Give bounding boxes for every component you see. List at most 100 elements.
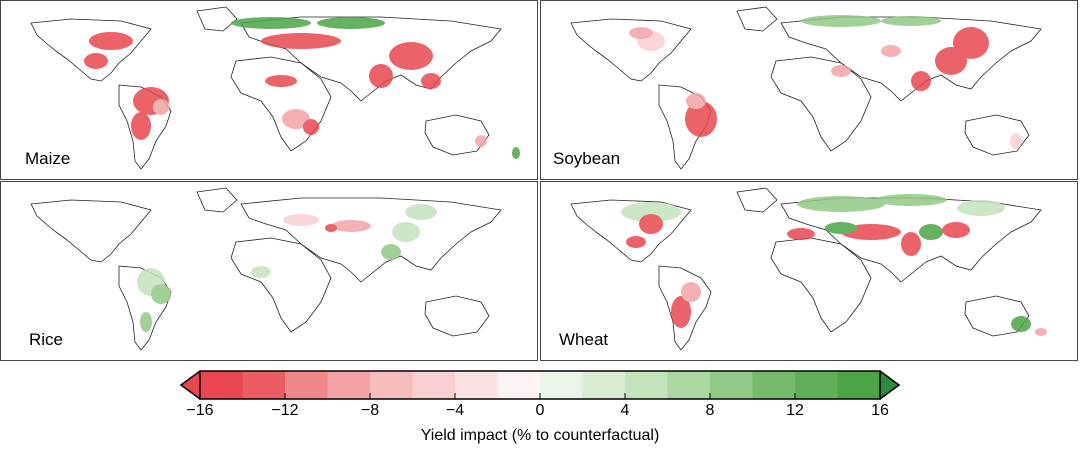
impact-patch bbox=[797, 196, 885, 212]
panel-label-soybean: Soybean bbox=[553, 149, 621, 168]
impact-patch bbox=[685, 101, 717, 137]
land-outline bbox=[736, 6, 778, 32]
impact-patch bbox=[331, 220, 371, 232]
impact-patch bbox=[405, 204, 437, 220]
impact-patch bbox=[639, 214, 663, 234]
colorbar-bin bbox=[837, 371, 881, 399]
colorbar-extend-low bbox=[180, 370, 201, 400]
colorbar-bin bbox=[285, 371, 328, 399]
colorbar bbox=[180, 370, 900, 400]
impact-patch bbox=[251, 266, 271, 278]
land-outline bbox=[424, 114, 490, 156]
impact-patch bbox=[283, 214, 319, 226]
colorbar-bin bbox=[752, 371, 796, 399]
impact-patch bbox=[686, 93, 706, 109]
impact-patch bbox=[626, 236, 646, 248]
tick-label: 16 bbox=[871, 402, 889, 419]
impact-layer bbox=[84, 17, 520, 159]
world-map-maize bbox=[30, 6, 520, 170]
map-panel-rice: Rice bbox=[0, 181, 538, 361]
impact-patch bbox=[901, 232, 921, 256]
colorbar-bin bbox=[200, 371, 243, 399]
impact-layer bbox=[621, 194, 1047, 336]
impact-patch bbox=[140, 312, 152, 332]
colorbar-bin bbox=[795, 371, 838, 399]
tick-label: −12 bbox=[271, 402, 299, 419]
land-outline bbox=[196, 6, 238, 32]
impact-patch bbox=[282, 109, 310, 129]
impact-patch bbox=[475, 135, 487, 147]
impact-patch bbox=[421, 73, 441, 89]
tick-label: −8 bbox=[360, 402, 380, 419]
impact-patch bbox=[942, 222, 970, 238]
map-panel-wheat: Wheat bbox=[540, 181, 1078, 361]
impact-patch bbox=[919, 224, 943, 240]
impact-patch bbox=[392, 222, 420, 242]
panel-label-maize: Maize bbox=[25, 149, 71, 168]
world-map-soybean bbox=[570, 6, 1042, 170]
impact-patch bbox=[381, 244, 401, 260]
land-outline bbox=[570, 18, 692, 82]
colorbar-bin bbox=[370, 371, 413, 399]
impact-patch bbox=[875, 194, 947, 206]
impact-patch bbox=[89, 32, 133, 50]
colorbar-bin bbox=[582, 371, 626, 399]
impact-patch bbox=[265, 75, 297, 87]
impact-patch bbox=[303, 119, 319, 135]
colorbar-bin bbox=[667, 371, 711, 399]
colorbar-bin bbox=[625, 371, 668, 399]
panel-label-rice: Rice bbox=[29, 330, 64, 349]
impact-patch bbox=[325, 224, 337, 232]
impact-patch bbox=[317, 17, 385, 29]
land-outline bbox=[230, 237, 332, 333]
colorbar-extend-high bbox=[879, 370, 900, 400]
impact-patch bbox=[369, 64, 393, 88]
world-map-wheat bbox=[570, 187, 1047, 351]
colorbar-title: Yield impact (% to counterfactual) bbox=[420, 427, 660, 444]
tick-label: 4 bbox=[620, 402, 630, 419]
impact-patch bbox=[261, 33, 341, 49]
panel-label-wheat: Wheat bbox=[559, 330, 609, 349]
impact-patch bbox=[231, 17, 311, 29]
impact-patch bbox=[935, 47, 967, 75]
colorbar-bin bbox=[540, 371, 583, 399]
impact-patch bbox=[621, 202, 681, 222]
tick-label: −4 bbox=[445, 402, 465, 419]
colorbar-bin bbox=[710, 371, 753, 399]
impact-patch bbox=[957, 200, 1005, 216]
colorbar-bin bbox=[242, 371, 286, 399]
land-outline bbox=[770, 237, 872, 333]
map-panel-soybean: Soybean bbox=[540, 0, 1078, 180]
impact-patch bbox=[153, 99, 169, 115]
tick-label: −16 bbox=[186, 402, 214, 419]
impact-patch bbox=[911, 71, 931, 91]
colorbar-bin bbox=[455, 371, 498, 399]
tick-label: 12 bbox=[786, 402, 804, 419]
impact-patch bbox=[681, 282, 701, 302]
tick-label: 8 bbox=[705, 402, 715, 419]
land-outline bbox=[30, 199, 152, 263]
impact-patch bbox=[512, 147, 520, 159]
tick-label: 0 bbox=[535, 402, 545, 419]
impact-patch bbox=[831, 65, 851, 77]
impact-patch bbox=[881, 16, 941, 26]
impact-patch bbox=[1035, 328, 1047, 336]
impact-patch bbox=[1011, 316, 1031, 332]
impact-patch bbox=[131, 112, 151, 140]
map-grid: Maize Soybean Rice Wheat bbox=[0, 0, 1078, 361]
impact-patch bbox=[389, 42, 433, 70]
impact-patch bbox=[671, 296, 691, 328]
impact-patch bbox=[787, 228, 815, 240]
impact-patch bbox=[84, 53, 108, 69]
impact-patch bbox=[1010, 133, 1022, 149]
map-panel-maize: Maize bbox=[0, 0, 538, 180]
impact-patch bbox=[801, 15, 881, 27]
colorbar-bin bbox=[412, 371, 456, 399]
colorbar-bin bbox=[327, 371, 371, 399]
impact-patch bbox=[629, 27, 653, 39]
land-outline bbox=[736, 187, 778, 213]
impact-patch bbox=[881, 45, 901, 57]
land-outline bbox=[196, 187, 238, 213]
world-map-rice bbox=[30, 187, 502, 351]
impact-patch bbox=[825, 222, 857, 234]
